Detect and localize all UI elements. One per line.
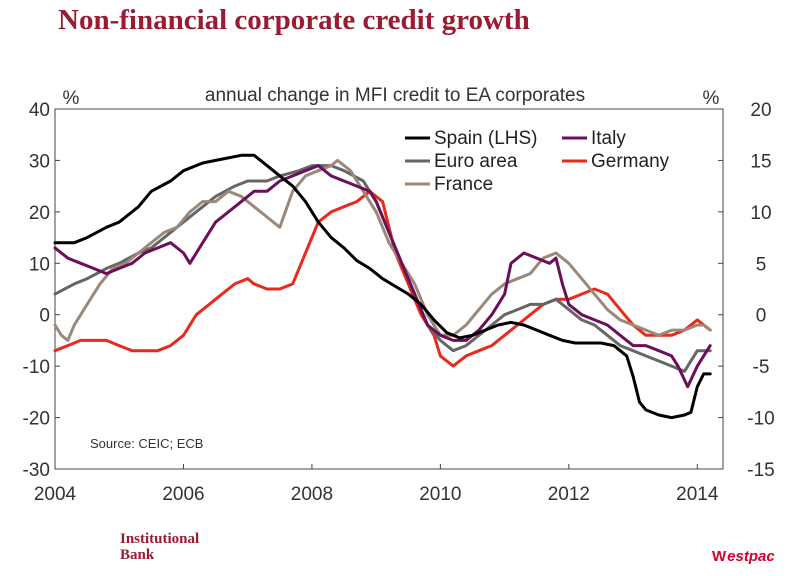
series-line-germany (53, 189, 712, 368)
series-line-spain-lhs (53, 153, 712, 420)
right-tick-label: 20 (750, 100, 771, 121)
left-tick-label: 20 (29, 203, 50, 224)
x-tick-label: 2006 (162, 484, 204, 505)
right-axis-unit: % (703, 88, 720, 109)
left-tick-label: 30 (29, 151, 50, 172)
x-tick-label: 2008 (291, 484, 333, 505)
legend-label-spain-lhs: Spain (LHS) (434, 128, 538, 149)
left-tick-label: 0 (39, 306, 50, 327)
source-note: Source: CEIC; ECB (90, 436, 203, 451)
right-tick-label: 5 (756, 254, 767, 275)
institutional-bank-logo: Institutional Bank (120, 531, 199, 563)
legend-label-germany: Germany (591, 151, 670, 172)
westpac-w-mark: W (712, 548, 727, 565)
legend: Spain (LHS) Italy Euro area Germany France (405, 128, 670, 195)
right-tick-label: -5 (753, 357, 770, 378)
brand-left-line2: Bank (120, 547, 155, 563)
westpac-logo: Westpac (712, 548, 775, 565)
legend-label-italy: Italy (591, 128, 626, 149)
left-tick-label: 40 (29, 100, 50, 121)
x-tick-label: 2012 (548, 484, 590, 505)
series-line-euro-area (53, 164, 712, 373)
legend-label-euro-area: Euro area (434, 151, 518, 172)
x-tick-label: 2010 (419, 484, 461, 505)
right-tick-label: 10 (750, 203, 771, 224)
series-line-france (53, 158, 712, 342)
chart-subtitle: annual change in MFI credit to EA corpor… (205, 85, 585, 106)
plot-frame (54, 108, 724, 470)
right-tick-label: 15 (750, 151, 771, 172)
legend-label-france: France (434, 174, 493, 195)
right-tick-label: -10 (747, 409, 774, 430)
brand-left-line1: Institutional (120, 531, 200, 547)
left-tick-label: 10 (29, 254, 50, 275)
x-tick-label: 2014 (676, 484, 719, 505)
left-tick-label: -10 (23, 357, 50, 378)
westpac-wordmark: estpac (727, 548, 775, 565)
right-tick-label: -15 (747, 460, 774, 481)
page-title: Non-financial corporate credit growth (58, 4, 530, 36)
right-tick-label: 0 (756, 306, 767, 327)
left-tick-label: -20 (23, 409, 50, 430)
x-tick-label: 2004 (34, 484, 77, 505)
series-line-italy (53, 164, 712, 389)
left-axis-unit: % (63, 88, 80, 109)
left-tick-label: -30 (23, 460, 50, 481)
